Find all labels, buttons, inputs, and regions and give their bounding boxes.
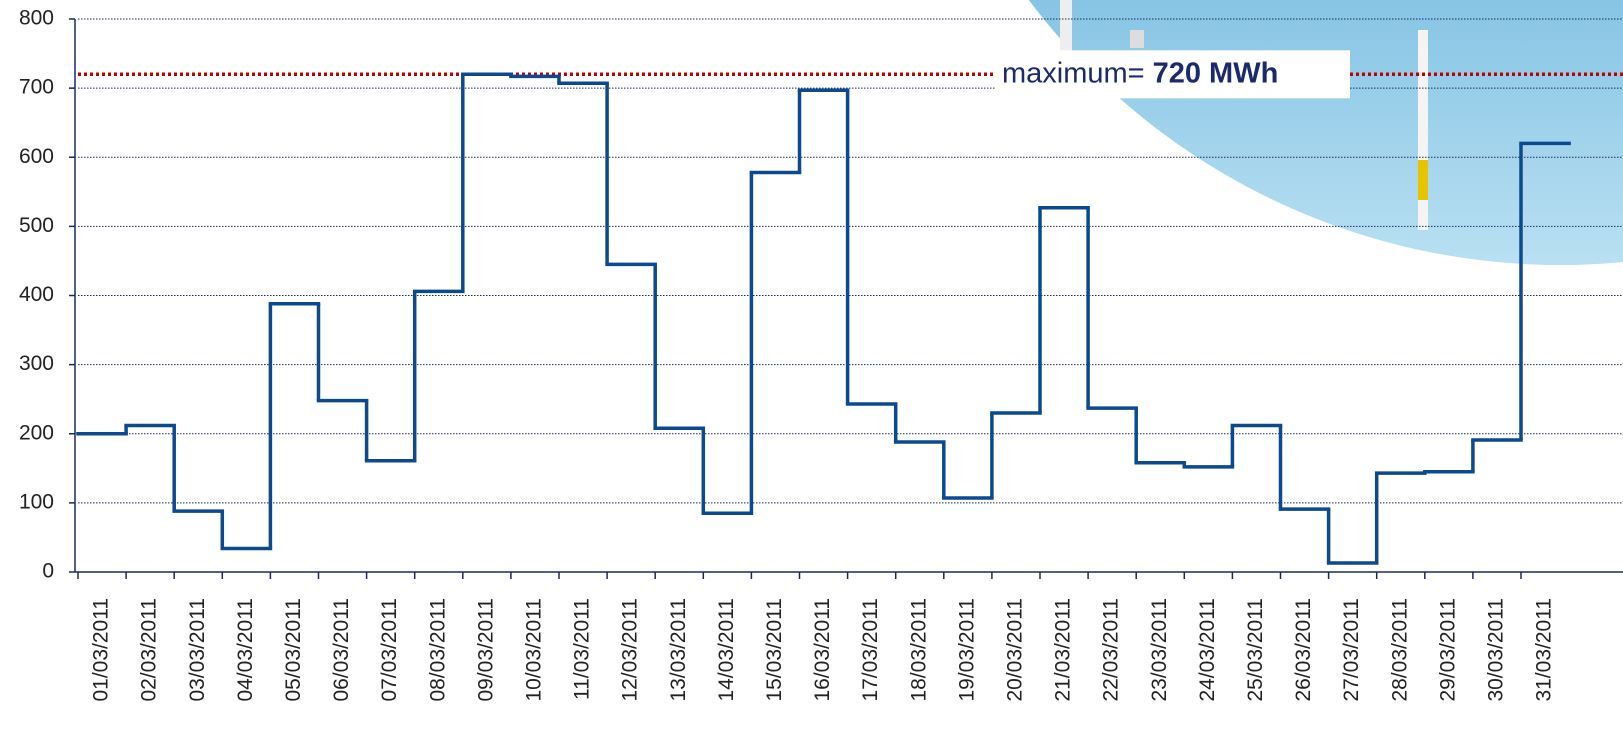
x-tick-label: 26/03/2011 xyxy=(1292,598,1315,702)
threshold-label: maximum= 720 MWh xyxy=(1002,57,1278,89)
x-tick-label: 18/03/2011 xyxy=(907,598,930,702)
y-tick-label: 300 xyxy=(19,352,54,375)
x-tick-label: 28/03/2011 xyxy=(1388,598,1411,702)
x-tick-label: 05/03/2011 xyxy=(282,598,305,702)
y-tick-label: 600 xyxy=(19,145,54,168)
x-tick-label: 23/03/2011 xyxy=(1148,598,1171,702)
x-tick-label: 13/03/2011 xyxy=(667,598,690,702)
x-tick-label: 22/03/2011 xyxy=(1100,598,1123,702)
x-tick-label: 27/03/2011 xyxy=(1340,598,1363,702)
x-tick-label: 06/03/2011 xyxy=(330,598,353,702)
x-tick-label: 24/03/2011 xyxy=(1196,598,1219,702)
x-tick-label: 29/03/2011 xyxy=(1436,598,1459,702)
y-tick-label: 100 xyxy=(19,490,54,513)
x-tick-label: 25/03/2011 xyxy=(1244,598,1267,702)
x-tick-label: 21/03/2011 xyxy=(1052,598,1075,702)
x-tick-label: 14/03/2011 xyxy=(715,598,738,702)
y-tick-label: 200 xyxy=(19,421,54,444)
y-tick-label: 400 xyxy=(19,283,54,306)
threshold-value: 720 MWh xyxy=(1153,57,1279,89)
x-tick-label: 09/03/2011 xyxy=(474,598,497,702)
threshold-label-box xyxy=(995,50,1350,99)
x-tick-label: 10/03/2011 xyxy=(522,598,545,702)
y-tick-label: 700 xyxy=(19,76,54,99)
y-tick-label: 800 xyxy=(19,7,54,30)
y-tick-label: 500 xyxy=(19,214,54,237)
x-tick-label: 20/03/2011 xyxy=(1003,598,1026,702)
threshold-prefix: maximum= xyxy=(1002,57,1145,89)
background-photo xyxy=(1028,0,1623,265)
x-tick-label: 07/03/2011 xyxy=(378,598,401,702)
x-tick-label: 03/03/2011 xyxy=(186,598,209,702)
x-tick-label: 19/03/2011 xyxy=(955,598,978,702)
x-tick-label: 15/03/2011 xyxy=(763,598,786,702)
x-tick-label: 01/03/2011 xyxy=(90,598,113,702)
x-tick-label: 02/03/2011 xyxy=(138,598,161,702)
x-tick-label: 16/03/2011 xyxy=(811,598,834,702)
x-tick-label: 08/03/2011 xyxy=(426,598,449,702)
y-tick-label: 0 xyxy=(42,560,54,583)
x-tick-label: 12/03/2011 xyxy=(619,598,642,702)
x-tick-label: 17/03/2011 xyxy=(859,598,882,702)
x-tick-label: 31/03/2011 xyxy=(1533,598,1556,702)
x-tick-label: 11/03/2011 xyxy=(571,598,594,700)
x-tick-label: 04/03/2011 xyxy=(234,598,257,702)
x-tick-label: 30/03/2011 xyxy=(1484,598,1507,702)
